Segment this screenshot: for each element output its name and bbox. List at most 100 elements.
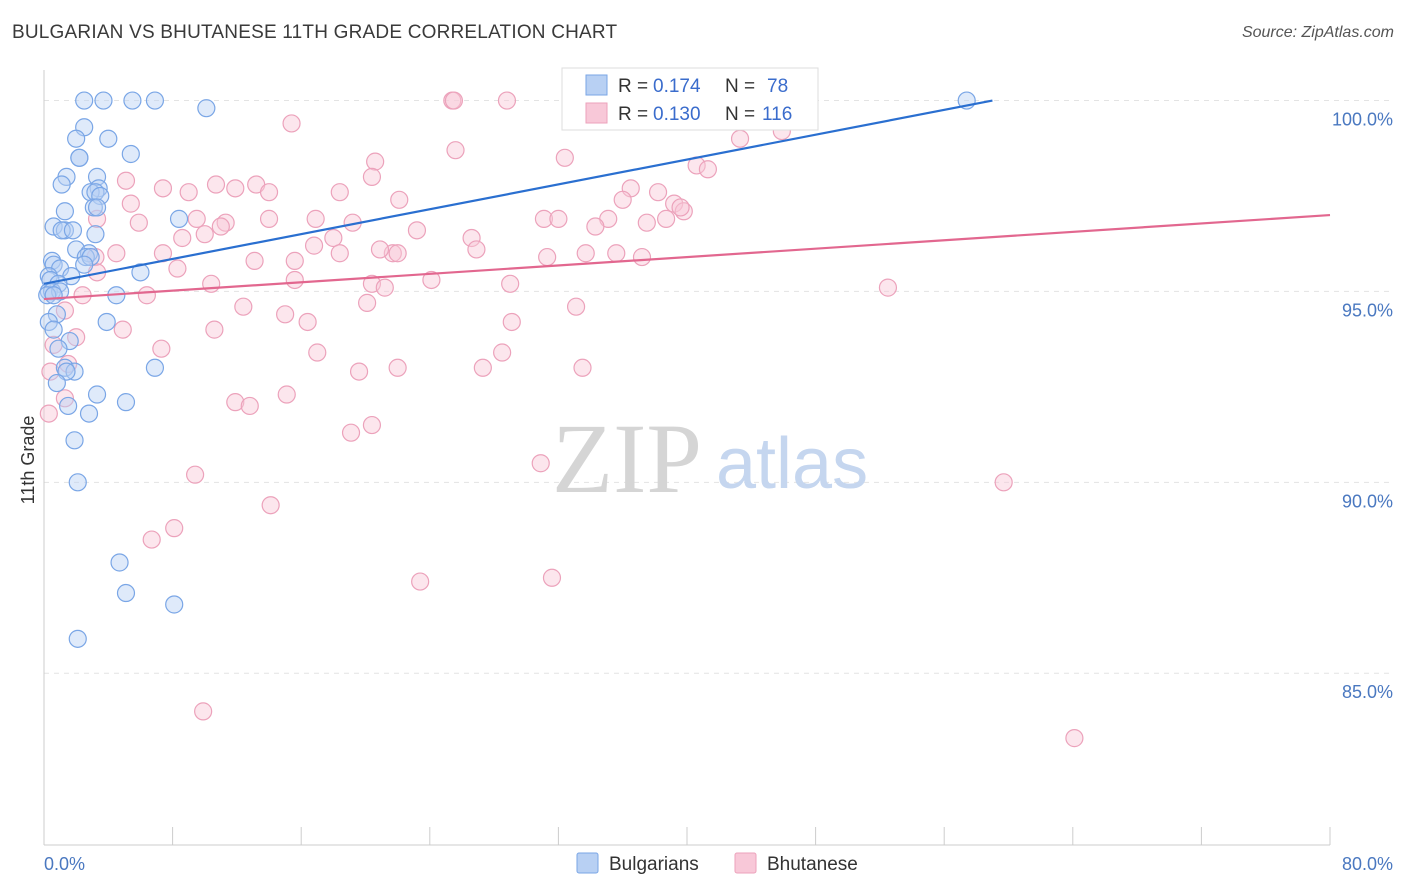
- watermark: ZIP atlas: [552, 403, 868, 514]
- bulgarians-point: [110, 553, 129, 572]
- bhutanese-point: [226, 179, 245, 198]
- bulgarians-point: [87, 167, 107, 186]
- trend-line-bulgarians: [43, 99, 993, 285]
- bulgarians-point: [70, 148, 89, 167]
- bhutanese-point: [187, 209, 206, 228]
- bulgarians-point: [169, 209, 189, 228]
- legend-r-value: 0.130: [653, 104, 701, 125]
- bulgarians-point: [63, 221, 83, 240]
- bhutanese-point: [107, 244, 126, 263]
- bulgarians-point: [99, 129, 118, 148]
- bhutanese-point: [165, 519, 184, 538]
- watermark-zip: ZIP: [552, 403, 702, 514]
- bulgarians-point: [94, 91, 113, 110]
- bulgarians-point: [52, 175, 71, 194]
- bulgarians-point: [145, 358, 165, 377]
- bulgarians-point: [123, 91, 142, 110]
- bhutanese-point: [240, 396, 259, 416]
- legend-n-value: 116: [762, 104, 792, 125]
- bhutanese-point: [121, 194, 140, 213]
- x-tick-label-max: 80.0%: [1342, 854, 1393, 874]
- bulgarians-point: [116, 583, 136, 603]
- bhutanese-point: [152, 339, 171, 358]
- bhutanese-point: [502, 312, 521, 332]
- bulgarians-point: [65, 431, 84, 450]
- bhutanese-point: [613, 190, 632, 209]
- bhutanese-point: [1065, 729, 1084, 748]
- legend-r-label: R =: [618, 104, 648, 125]
- bulgarians-point: [47, 373, 66, 393]
- y-tick-label: 100.0%: [1332, 110, 1393, 130]
- bulgarians-point: [79, 404, 99, 423]
- bulgarians-point: [81, 183, 100, 202]
- bhutanese-point: [304, 236, 324, 255]
- bulgarians-point: [75, 255, 94, 274]
- bulgarians-point: [116, 393, 136, 412]
- bhutanese-point: [324, 228, 343, 248]
- bhutanese-point: [467, 240, 486, 259]
- chart-source: Source: ZipAtlas.com: [1241, 24, 1394, 41]
- bhutanese-point: [129, 213, 148, 232]
- watermark-atlas: atlas: [716, 424, 868, 504]
- y-tick-label: 95.0%: [1342, 300, 1393, 320]
- bhutanese-point: [330, 244, 349, 263]
- y-tick-label: 85.0%: [1342, 682, 1393, 702]
- bhutanese-point: [366, 152, 385, 171]
- bhutanese-point: [444, 91, 464, 110]
- bhutanese-point: [555, 148, 574, 167]
- x-axis-ticks: [43, 827, 1331, 845]
- series-bulgarians: [38, 91, 976, 648]
- legend-label-bhutanese: Bhutanese: [767, 854, 858, 875]
- bhutanese-point: [648, 183, 668, 202]
- bhutanese-point: [261, 496, 280, 515]
- bhutanese-point: [358, 293, 377, 312]
- bhutanese-point: [202, 274, 221, 293]
- bhutanese-point: [330, 183, 349, 202]
- bhutanese-point: [259, 183, 279, 202]
- bulgarians-point: [75, 91, 94, 110]
- bhutanese-point: [142, 530, 161, 549]
- bhutanese-point: [282, 114, 301, 133]
- bhutanese-point: [534, 209, 554, 228]
- bhutanese-point: [306, 209, 325, 228]
- bhutanese-point: [277, 385, 296, 404]
- bhutanese-point: [501, 274, 520, 293]
- bulgarians-point: [131, 263, 150, 282]
- bhutanese-point: [671, 198, 690, 217]
- bhutanese-point: [531, 454, 550, 473]
- bhutanese-point: [206, 175, 226, 194]
- legend-label-bulgarians: Bulgarians: [609, 854, 699, 875]
- bhutanese-point: [39, 404, 58, 423]
- bhutanese-point: [493, 343, 512, 362]
- bulgarians-point: [76, 247, 95, 267]
- bulgarians-point: [44, 320, 63, 339]
- bhutanese-point: [607, 244, 626, 263]
- bhutanese-point: [730, 129, 750, 148]
- bhutanese-point: [168, 259, 187, 278]
- bulgarians-point: [165, 595, 184, 614]
- bhutanese-point: [341, 423, 361, 442]
- bhutanese-point: [632, 247, 652, 267]
- bhutanese-point: [538, 247, 557, 267]
- bulgarians-point: [87, 198, 107, 217]
- bulgarians-point: [49, 339, 68, 358]
- bhutanese-point: [349, 362, 369, 381]
- legend-r-value: 0.174: [653, 76, 701, 97]
- bhutanese-point: [308, 343, 327, 362]
- bhutanese-point: [566, 297, 586, 316]
- legend-n-label: N =: [725, 76, 755, 97]
- bhutanese-point: [194, 702, 213, 721]
- bhutanese-point: [370, 240, 390, 259]
- legend-n-value: 78: [767, 76, 788, 97]
- series-legend: Bulgarians Bhutanese: [576, 852, 858, 875]
- bhutanese-point: [276, 305, 295, 324]
- gridlines: [44, 100, 1393, 674]
- bhutanese-point: [637, 213, 656, 232]
- legend-r-label: R =: [618, 76, 648, 97]
- bhutanese-point: [388, 244, 407, 263]
- bhutanese-point: [422, 270, 441, 290]
- bhutanese-point: [657, 209, 676, 228]
- bulgarians-point: [97, 312, 116, 332]
- bulgarians-point: [81, 247, 100, 267]
- bhutanese-point: [390, 190, 409, 209]
